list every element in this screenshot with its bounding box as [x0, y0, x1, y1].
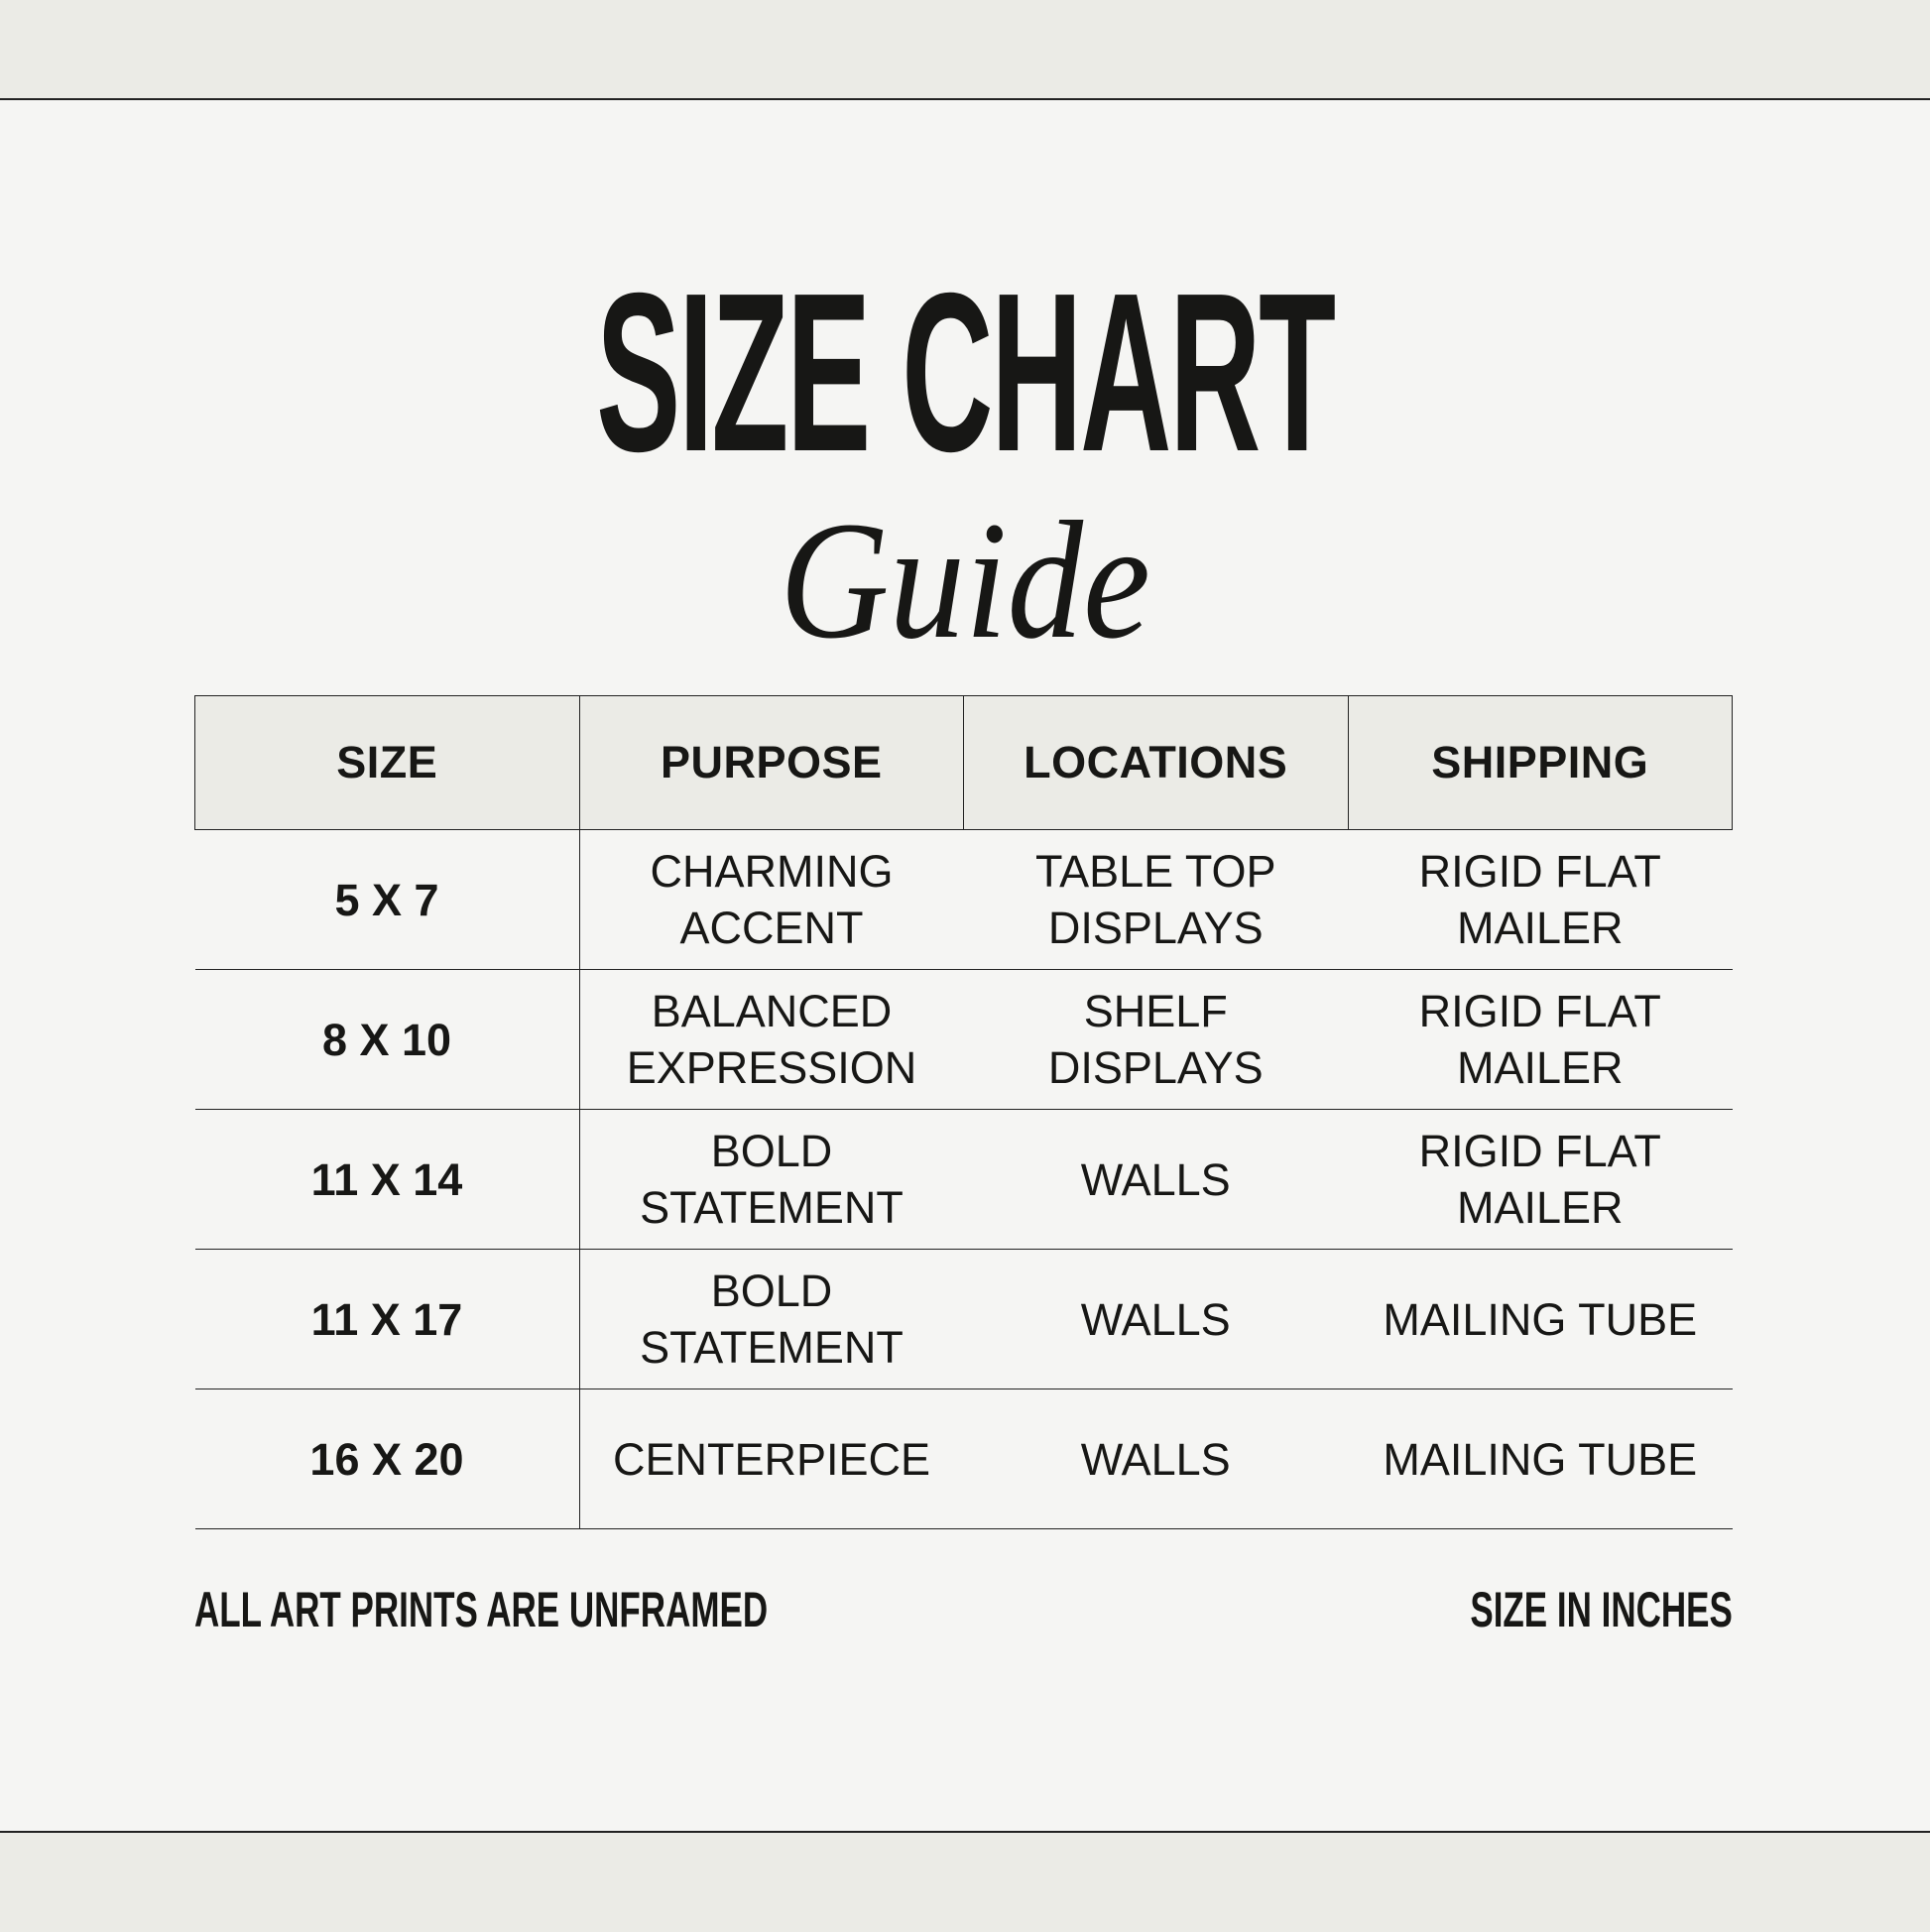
header-locations: LOCATIONS	[963, 695, 1349, 830]
cell-line: DISPLAYS	[1047, 1042, 1264, 1093]
cell-size: 8 X 10	[194, 969, 580, 1110]
table-header-row: SIZE PURPOSE LOCATIONS SHIPPING	[194, 695, 1733, 830]
table-row: 11 X 14 BOLD STATEMENT WALLS RIGID FLAT MAILE…	[194, 1109, 1733, 1250]
cell-line: MAILING TUBE	[1383, 1433, 1698, 1485]
cell-line: WALLS	[1080, 1433, 1231, 1485]
size-table: SIZE PURPOSE LOCATIONS SHIPPING 5 X 7 CHA…	[194, 695, 1733, 1529]
cell-locations: WALLS	[963, 1249, 1348, 1389]
title-main: SIZE CHART	[596, 247, 1336, 499]
cell-line: WALLS	[1080, 1293, 1231, 1345]
cell-line: MAILER	[1456, 903, 1624, 953]
header-size: SIZE	[194, 695, 580, 830]
cell-line: RIGID FLAT	[1418, 986, 1661, 1036]
unframed-note: ALL ART PRINTS ARE UNFRAMED	[194, 1585, 1014, 1634]
cell-size: 11 X 14	[194, 1109, 580, 1250]
cell-line: RIGID FLAT	[1418, 1126, 1661, 1176]
cell-shipping: MAILING TUBE	[1348, 1249, 1733, 1389]
table-row: 8 X 10 BALANCED EXPRESSION SHELF DISPLAYS RIG…	[194, 969, 1733, 1110]
cell-line: WALLS	[1080, 1153, 1231, 1205]
cell-line: MAILER	[1456, 1182, 1624, 1233]
cell-line: BOLD	[710, 1126, 833, 1176]
cell-locations: WALLS	[963, 1389, 1348, 1529]
units-note-text: SIZE IN INCHES	[1470, 1582, 1733, 1637]
cell-line: MAILING TUBE	[1383, 1293, 1698, 1345]
cell-line: EXPRESSION	[626, 1042, 917, 1093]
cell-purpose: CENTERPIECE	[579, 1389, 964, 1529]
cell-line: STATEMENT	[640, 1322, 904, 1373]
bottom-band	[0, 1831, 1930, 1932]
cell-shipping: RIGID FLAT MAILER	[1348, 829, 1733, 970]
cell-line: DISPLAYS	[1047, 903, 1264, 953]
table-row: 16 X 20 CENTERPIECE WALLS MAILING TUBE	[194, 1389, 1733, 1529]
cell-line: RIGID FLAT	[1418, 846, 1661, 897]
cell-line: CENTERPIECE	[612, 1433, 931, 1485]
units-note: SIZE IN INCHES	[1358, 1585, 1733, 1634]
cell-line: TABLE TOP	[1034, 846, 1276, 897]
cell-line: CHARMING	[650, 846, 894, 897]
unframed-note-text: ALL ART PRINTS ARE UNFRAMED	[194, 1582, 769, 1637]
title-script: Guide	[780, 487, 1150, 673]
cell-size: 16 X 20	[194, 1389, 580, 1529]
cell-locations: WALLS	[963, 1109, 1348, 1250]
header-purpose: PURPOSE	[578, 695, 964, 830]
table-row: 11 X 17 BOLD STATEMENT WALLS MAILING TUBE	[194, 1249, 1733, 1389]
cell-purpose: CHARMING ACCENT	[579, 829, 964, 970]
header-shipping: SHIPPING	[1347, 695, 1733, 830]
cell-line: BOLD	[710, 1266, 833, 1316]
table-row: 5 X 7 CHARMING ACCENT TABLE TOP DISPLAYS RIGI…	[194, 829, 1733, 970]
cell-size: 5 X 7	[194, 829, 580, 970]
cell-shipping: MAILING TUBE	[1348, 1389, 1733, 1529]
cell-locations: TABLE TOP DISPLAYS	[963, 829, 1348, 970]
cell-shipping: RIGID FLAT MAILER	[1348, 1109, 1733, 1250]
cell-size: 11 X 17	[194, 1249, 580, 1389]
cell-purpose: BOLD STATEMENT	[579, 1249, 964, 1389]
cell-line: SHELF	[1083, 986, 1228, 1036]
cell-purpose: BALANCED EXPRESSION	[579, 969, 964, 1110]
cell-line: BALANCED	[651, 986, 893, 1036]
cell-line: MAILER	[1456, 1042, 1624, 1093]
cell-purpose: BOLD STATEMENT	[579, 1109, 964, 1250]
cell-locations: SHELF DISPLAYS	[963, 969, 1348, 1110]
cell-line: ACCENT	[679, 903, 864, 953]
title: SIZE CHART	[0, 260, 1930, 486]
cell-shipping: RIGID FLAT MAILER	[1348, 969, 1733, 1110]
cell-line: STATEMENT	[640, 1182, 904, 1233]
top-band	[0, 0, 1930, 100]
